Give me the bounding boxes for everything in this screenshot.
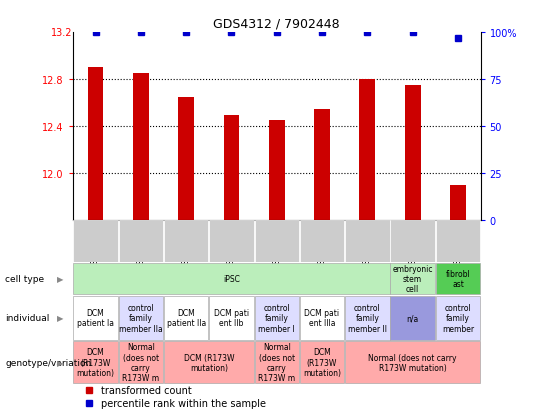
Bar bbox=[73, 221, 118, 262]
Text: DCM
patient Ia: DCM patient Ia bbox=[77, 309, 114, 328]
Bar bbox=[224, 115, 239, 221]
Text: iPSC: iPSC bbox=[223, 274, 240, 283]
Bar bbox=[300, 296, 344, 340]
Text: Normal
(does not
carry
R173W m: Normal (does not carry R173W m bbox=[258, 342, 295, 382]
Text: genotype/variation: genotype/variation bbox=[5, 358, 92, 367]
Bar bbox=[164, 296, 208, 340]
Bar bbox=[164, 342, 254, 383]
Bar bbox=[210, 296, 254, 340]
Bar bbox=[390, 296, 435, 340]
Bar bbox=[210, 221, 254, 262]
Bar bbox=[360, 80, 375, 221]
Text: DCM
(R173W
mutation): DCM (R173W mutation) bbox=[77, 348, 114, 377]
Text: percentile rank within the sample: percentile rank within the sample bbox=[102, 398, 266, 408]
Text: DCM pati
ent IIIa: DCM pati ent IIIa bbox=[305, 309, 340, 328]
Text: control
family
member I: control family member I bbox=[258, 303, 295, 333]
Bar bbox=[254, 296, 299, 340]
Bar bbox=[450, 186, 466, 221]
Bar bbox=[254, 342, 299, 383]
Bar bbox=[254, 221, 299, 262]
Text: control
family
member IIa: control family member IIa bbox=[119, 303, 163, 333]
Bar bbox=[345, 221, 389, 262]
Bar bbox=[119, 342, 163, 383]
Bar bbox=[119, 221, 163, 262]
Text: control
family
member II: control family member II bbox=[348, 303, 387, 333]
Bar bbox=[390, 263, 435, 294]
Bar bbox=[300, 221, 344, 262]
Bar bbox=[436, 221, 480, 262]
Text: Normal
(does not
carry
R173W m: Normal (does not carry R173W m bbox=[122, 342, 159, 382]
Bar bbox=[436, 296, 480, 340]
Bar bbox=[390, 221, 435, 262]
Bar bbox=[269, 121, 285, 221]
Bar bbox=[164, 221, 208, 262]
Text: 13.2: 13.2 bbox=[51, 28, 73, 38]
Title: GDS4312 / 7902448: GDS4312 / 7902448 bbox=[213, 17, 340, 31]
Bar bbox=[314, 109, 330, 221]
Text: DCM pati
ent IIb: DCM pati ent IIb bbox=[214, 309, 249, 328]
Text: DCM
(R173W
mutation): DCM (R173W mutation) bbox=[303, 348, 341, 377]
Text: transformed count: transformed count bbox=[102, 385, 192, 395]
Text: fibrobl
ast: fibrobl ast bbox=[446, 269, 470, 288]
Text: ▶: ▶ bbox=[57, 274, 64, 283]
Text: DCM (R173W
mutation): DCM (R173W mutation) bbox=[184, 353, 234, 372]
Text: ▶: ▶ bbox=[57, 358, 64, 367]
Bar bbox=[436, 263, 480, 294]
Bar bbox=[119, 296, 163, 340]
Text: DCM
patient IIa: DCM patient IIa bbox=[166, 309, 206, 328]
Bar bbox=[73, 342, 118, 383]
Text: cell type: cell type bbox=[5, 274, 44, 283]
Text: ▶: ▶ bbox=[57, 313, 64, 323]
Bar bbox=[178, 97, 194, 221]
Bar bbox=[73, 263, 389, 294]
Bar bbox=[87, 68, 104, 221]
Text: embryonic
stem
cell: embryonic stem cell bbox=[393, 264, 433, 294]
Bar bbox=[300, 342, 344, 383]
Text: individual: individual bbox=[5, 313, 50, 323]
Text: control
family
member: control family member bbox=[442, 303, 474, 333]
Bar bbox=[404, 86, 421, 221]
Bar bbox=[133, 74, 149, 221]
Text: n/a: n/a bbox=[407, 313, 419, 323]
Text: Normal (does not carry
R173W mutation): Normal (does not carry R173W mutation) bbox=[368, 353, 457, 372]
Bar bbox=[73, 296, 118, 340]
Bar bbox=[345, 342, 480, 383]
Bar bbox=[345, 296, 389, 340]
